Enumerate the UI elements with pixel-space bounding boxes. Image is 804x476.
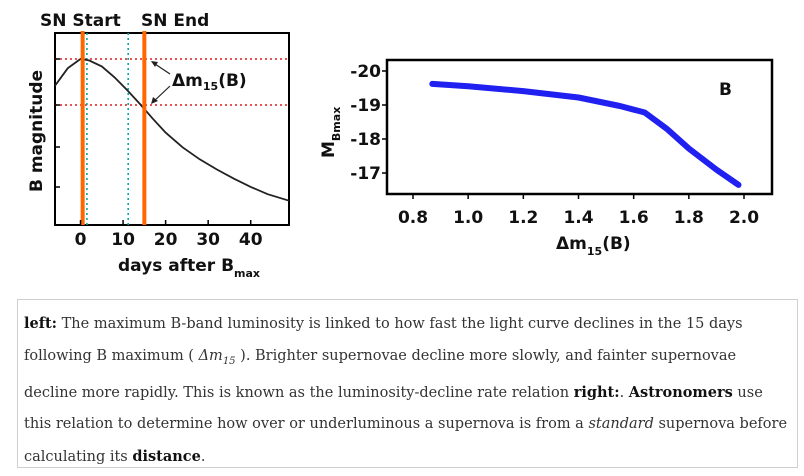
caption-left-label: left:	[24, 315, 58, 332]
caption-bold-distance: distance	[132, 447, 201, 465]
caption-bold-astronomers: Astronomers	[628, 383, 733, 401]
right-x-tick-label-3: 1.4	[563, 208, 593, 228]
right-y-ticks: -20 -19 -18 -17	[350, 62, 387, 184]
left-sn-markers: SN Start SN End	[40, 11, 209, 225]
right-x-ticks: 0.8 1.0 1.2 1.4 1.6 1.8 2.0	[398, 194, 759, 228]
left-marker-label-0: SN Start	[40, 11, 121, 31]
left-x-tick-label-1: 10	[111, 230, 135, 250]
caption-text-1: The maximum B-band luminosity is linked …	[24, 316, 743, 364]
right-x-tick-label-4: 1.6	[619, 208, 649, 228]
left-x-axis-label: days after B	[118, 256, 234, 276]
right-x-tick-label-6: 2.0	[729, 208, 759, 228]
caption-math: Δm	[198, 347, 223, 364]
right-y-tick-label-3: -17	[350, 164, 381, 184]
annotation-subscript: 15	[203, 80, 218, 93]
right-plot-frame	[385, 58, 774, 196]
right-x-tick-label-1: 1.0	[453, 208, 483, 228]
charts-figure: SN Start SN End 0 10 20 30 40 Δm15(B) days af…	[27, 11, 774, 280]
left-x-tick-label-3: 30	[196, 230, 220, 250]
right-y-axis-label-sub: Bmax	[330, 107, 343, 141]
caption-italic-standard: standard	[588, 416, 654, 433]
left-x-tick-label-4: 40	[239, 230, 263, 250]
right-y-tick-label-1: -19	[350, 96, 381, 116]
right-x-axis-label: Δm	[556, 234, 587, 254]
annotation-delta-m: Δm	[172, 71, 203, 91]
svg-text:Δm15(B): Δm15(B)	[172, 71, 247, 93]
left-plot-frame	[54, 32, 290, 226]
svg-text:days after Bmax: days after Bmax	[118, 256, 260, 280]
caption-box: left: The maximum B-band luminosity is l…	[17, 299, 798, 468]
annotation-arrowhead-top	[151, 61, 158, 67]
right-legend-label: B	[719, 80, 732, 100]
right-relation-chart: B 0.8 1.0 1.2 1.4 1.6 1.8 2.0 -20 -19 -18 -17 Δm1…	[319, 58, 774, 258]
left-light-curve-chart: SN Start SN End 0 10 20 30 40 Δm15(B) days af…	[27, 11, 290, 280]
left-x-ticks: 0 10 20 30 40	[75, 220, 263, 250]
left-light-curve	[54, 58, 290, 202]
annotation-suffix: (B)	[218, 71, 247, 91]
left-y-ticks	[55, 58, 60, 188]
caption-text-5: supernova before calculating its	[24, 416, 788, 465]
caption-text-6: .	[200, 448, 206, 465]
right-y-tick-label-0: -20	[350, 62, 381, 82]
right-x-tick-label-2: 1.2	[508, 208, 538, 228]
left-x-axis-label-sub: max	[234, 267, 260, 280]
caption-text-2: ). Brighter supernovae decline more slow…	[24, 347, 737, 401]
right-y-tick-label-2: -18	[350, 130, 381, 150]
left-marker-label-1: SN End	[141, 11, 209, 31]
right-x-tick-label-0: 0.8	[398, 208, 428, 228]
right-x-tick-label-5: 1.8	[674, 208, 704, 228]
caption-text-4: use this relation to determine how over …	[24, 384, 763, 433]
caption-text-3: .	[619, 384, 629, 401]
annotation-arrowhead-bottom	[151, 97, 158, 104]
right-relation-curve	[429, 80, 742, 188]
left-x-tick-label-2: 20	[154, 230, 178, 250]
left-dotted-lines	[55, 33, 289, 225]
right-x-axis-label-sub: 15	[587, 245, 602, 258]
svg-text:MBmax: MBmax	[319, 107, 343, 158]
left-y-axis-label: B magnitude	[27, 70, 47, 192]
left-x-tick-label-0: 0	[75, 230, 87, 250]
caption-math-sub: 15	[222, 355, 236, 367]
svg-text:Δm15(B): Δm15(B)	[556, 234, 631, 258]
delta-m15-annotation: Δm15(B)	[151, 61, 247, 104]
right-x-axis-label-suffix: (B)	[602, 234, 631, 254]
caption-right-label: right:	[573, 383, 620, 401]
right-y-axis-label: M	[319, 141, 339, 158]
